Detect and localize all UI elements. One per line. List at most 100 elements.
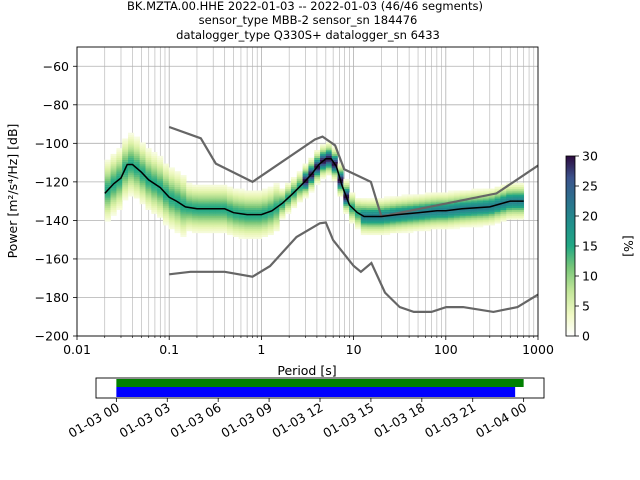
histogram-cell bbox=[267, 200, 274, 203]
histogram-cell bbox=[395, 196, 402, 199]
histogram-cell bbox=[110, 186, 117, 189]
histogram-cell bbox=[360, 232, 367, 236]
histogram-cell bbox=[331, 159, 338, 162]
histogram-cell bbox=[448, 211, 455, 214]
histogram-cell bbox=[133, 171, 140, 174]
histogram-cell bbox=[512, 213, 519, 216]
histogram-cell bbox=[279, 196, 286, 199]
histogram-cell bbox=[488, 190, 495, 193]
histogram-cell bbox=[116, 186, 123, 189]
histogram-cell bbox=[360, 207, 367, 211]
histogram-cell bbox=[256, 217, 263, 220]
histogram-cell bbox=[296, 171, 303, 174]
histogram-cell bbox=[133, 152, 140, 155]
histogram-cell bbox=[395, 227, 402, 230]
histogram-cell bbox=[133, 136, 140, 139]
histogram-cell bbox=[418, 196, 426, 199]
histogram-cell bbox=[151, 202, 158, 205]
histogram-cell bbox=[267, 232, 274, 236]
histogram-cell bbox=[168, 202, 175, 205]
histogram-cell bbox=[267, 217, 274, 220]
histogram-cell bbox=[465, 190, 472, 193]
histogram-cell bbox=[157, 169, 164, 172]
histogram-cell bbox=[325, 148, 332, 151]
histogram-cell bbox=[407, 227, 414, 230]
histogram-cell bbox=[314, 150, 321, 153]
histogram-cell bbox=[302, 180, 309, 184]
histogram-cell bbox=[192, 196, 199, 199]
histogram-cell bbox=[424, 225, 431, 228]
histogram-cell bbox=[128, 148, 135, 151]
histogram-cell bbox=[157, 182, 164, 185]
histogram-cell bbox=[494, 200, 501, 203]
histogram-cell bbox=[151, 169, 158, 172]
histogram-cell bbox=[162, 213, 170, 216]
histogram-cell bbox=[133, 142, 140, 145]
histogram-cell bbox=[238, 209, 245, 212]
histogram-cell bbox=[157, 205, 164, 209]
histogram-cell bbox=[477, 190, 484, 193]
histogram-cell bbox=[157, 155, 164, 158]
histogram-cell bbox=[512, 211, 519, 214]
histogram-cell bbox=[279, 215, 286, 218]
histogram-cell bbox=[151, 159, 158, 162]
histogram-cell bbox=[448, 192, 455, 195]
histogram-cell bbox=[145, 190, 152, 193]
histogram-cell bbox=[186, 182, 193, 185]
histogram-cell bbox=[226, 204, 234, 207]
histogram-cell bbox=[203, 230, 210, 234]
histogram-cell bbox=[372, 232, 379, 236]
histogram-cell bbox=[139, 180, 146, 184]
histogram-cell bbox=[168, 215, 175, 218]
histogram-cell bbox=[331, 152, 338, 155]
histogram-cell bbox=[360, 217, 367, 220]
histogram-cell bbox=[256, 192, 263, 195]
histogram-cell bbox=[238, 219, 245, 222]
histogram-cell bbox=[209, 209, 216, 212]
histogram-cell bbox=[273, 192, 280, 195]
histogram-cell bbox=[162, 186, 170, 189]
histogram-cell bbox=[122, 177, 129, 180]
histogram-cell bbox=[139, 196, 146, 199]
histogram-cell bbox=[128, 132, 135, 135]
histogram-cell bbox=[424, 213, 431, 216]
histogram-cell bbox=[151, 155, 158, 158]
histogram-cell bbox=[203, 194, 210, 197]
histogram-cell bbox=[226, 217, 234, 220]
histogram-cell bbox=[360, 211, 367, 214]
histogram-cell bbox=[413, 200, 420, 203]
histogram-cell bbox=[314, 180, 321, 184]
histogram-cell bbox=[424, 202, 431, 205]
histogram-cell bbox=[221, 205, 228, 209]
histogram-cell bbox=[133, 173, 140, 176]
histogram-cell bbox=[314, 167, 321, 170]
histogram-cell bbox=[162, 223, 170, 226]
histogram-cell bbox=[471, 215, 478, 218]
histogram-cell bbox=[430, 213, 437, 216]
timeline-tick-label: 01-03 03 bbox=[117, 400, 173, 441]
histogram-cell bbox=[413, 202, 420, 205]
histogram-cell bbox=[174, 230, 181, 234]
histogram-cell bbox=[180, 186, 187, 189]
histogram-cell bbox=[133, 184, 140, 187]
histogram-cell bbox=[250, 204, 257, 207]
histogram-cell bbox=[459, 204, 466, 207]
histogram-cell bbox=[110, 209, 117, 212]
histogram-cell bbox=[145, 184, 152, 187]
histogram-cell bbox=[157, 178, 164, 182]
histogram-cell bbox=[209, 217, 216, 220]
histogram-cell bbox=[116, 184, 123, 187]
histogram-cell bbox=[389, 202, 397, 205]
histogram-cell bbox=[232, 188, 239, 191]
histogram-cell bbox=[226, 194, 234, 197]
histogram-cell bbox=[128, 182, 135, 185]
histogram-cell bbox=[279, 217, 286, 220]
histogram-cell bbox=[261, 234, 268, 237]
histogram-cell bbox=[349, 209, 356, 212]
histogram-cell bbox=[197, 190, 204, 193]
histogram-cell bbox=[517, 198, 525, 201]
histogram-cell bbox=[192, 188, 199, 191]
histogram-cell bbox=[436, 227, 443, 230]
histogram-cell bbox=[116, 173, 123, 176]
histogram-cell bbox=[471, 190, 478, 193]
